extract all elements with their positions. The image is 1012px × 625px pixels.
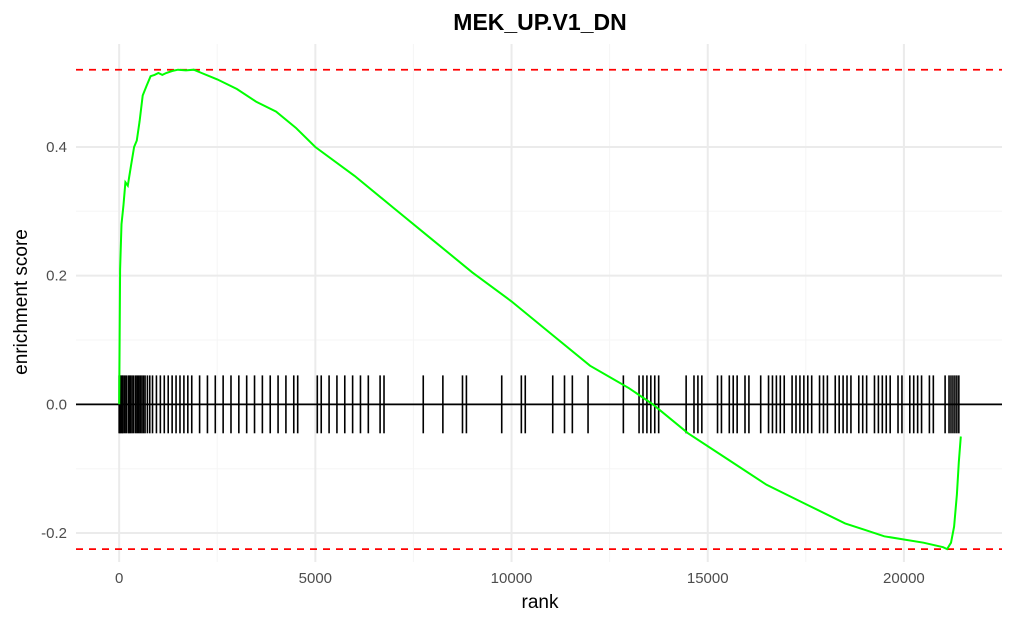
x-axis-ticks: 0 5000 10000 15000 20000 xyxy=(115,570,925,587)
reference-lines xyxy=(76,68,1002,551)
y-axis-ticks: -0.2 0.0 0.2 0.4 xyxy=(41,139,67,542)
y-tick-label: -0.2 xyxy=(41,525,67,542)
running-score xyxy=(118,68,962,551)
grid xyxy=(76,44,1002,562)
y-axis-title: enrichment score xyxy=(11,229,32,375)
x-tick-label: 0 xyxy=(115,570,123,587)
x-tick-label: 20000 xyxy=(883,570,925,587)
chart-title: MEK_UP.V1_DN xyxy=(453,9,626,35)
x-tick-label: 5000 xyxy=(299,570,332,587)
x-tick-label: 10000 xyxy=(491,570,533,587)
y-tick-label: 0.2 xyxy=(46,268,67,285)
x-tick-label: 15000 xyxy=(687,570,729,587)
enrichment-curve xyxy=(118,68,962,551)
x-axis-title: rank xyxy=(522,592,559,613)
y-tick-label: 0.0 xyxy=(46,396,67,413)
y-tick-label: 0.4 xyxy=(46,139,67,156)
